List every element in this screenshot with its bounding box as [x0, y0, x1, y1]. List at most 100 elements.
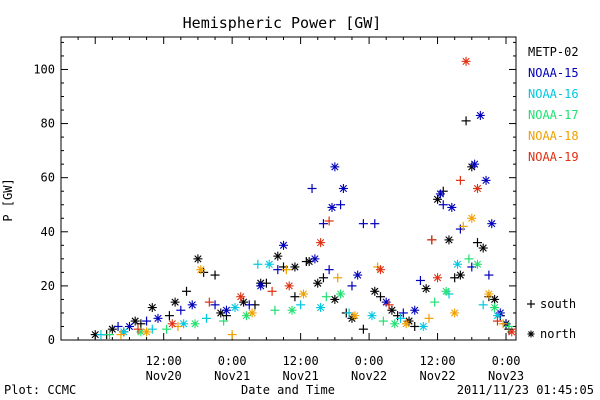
south-point — [270, 305, 280, 315]
north-point — [481, 175, 491, 185]
marker-legend-label: north — [540, 327, 576, 341]
north-point — [410, 305, 420, 315]
marker-legend-label: south — [540, 297, 576, 311]
north-point — [236, 292, 246, 302]
y-tick-label: 0 — [48, 333, 55, 347]
south-point — [267, 286, 277, 296]
north-point — [421, 284, 431, 294]
north-point — [478, 243, 488, 253]
north-point — [487, 219, 497, 229]
legend-entry: METP-02 — [528, 45, 579, 59]
south-point — [324, 265, 334, 275]
y-tick-label: 60 — [41, 171, 55, 185]
south-point — [244, 300, 254, 310]
south-point — [478, 300, 488, 310]
north-point — [313, 278, 323, 288]
north-point — [435, 189, 445, 199]
north-point — [490, 303, 500, 313]
south-point — [273, 265, 283, 275]
north-point — [418, 321, 428, 331]
north-point — [264, 259, 274, 269]
y-tick-label: 100 — [33, 62, 55, 76]
north-point — [107, 324, 117, 334]
north-point — [142, 327, 152, 337]
x-tick-label-time: 0:00 — [218, 354, 247, 368]
south-point — [210, 300, 220, 310]
south-point — [307, 184, 317, 193]
south-point — [318, 273, 328, 283]
south-point — [347, 281, 357, 291]
x-axis-label: Date and Time — [241, 383, 335, 397]
north-point — [367, 311, 377, 321]
north-point — [461, 56, 471, 66]
north-point — [484, 289, 494, 299]
south-point — [227, 330, 237, 340]
north-point — [230, 303, 240, 313]
north-point — [196, 265, 206, 275]
south-point — [219, 316, 229, 326]
south-point — [104, 330, 114, 340]
y-axis: 0 20 40 60 80 100 — [33, 41, 516, 347]
north-point — [316, 303, 326, 313]
south-point — [133, 324, 143, 334]
south-point — [424, 313, 434, 323]
x-tick-label-date: Nov22 — [351, 369, 387, 383]
north-point — [401, 319, 411, 329]
series-noaa-18 — [116, 213, 508, 340]
legend-entry: NOAA-15 — [528, 66, 579, 80]
y-tick-label: 20 — [41, 279, 55, 293]
series-noaa-19 — [133, 56, 517, 337]
south-point — [427, 235, 437, 245]
north-point — [490, 294, 500, 304]
legend-entry: NOAA-18 — [528, 129, 579, 143]
x-tick-label-time: 12:00 — [283, 354, 319, 368]
south-point — [375, 292, 385, 302]
x-tick-label-time: 0:00 — [355, 354, 384, 368]
south-point — [358, 219, 368, 229]
chart-title: Hemispheric Power [GW] — [183, 14, 382, 32]
plot-points — [90, 56, 517, 340]
north-point — [170, 297, 180, 307]
south-point — [182, 286, 192, 296]
series-noaa-17 — [104, 254, 514, 340]
north-point — [441, 286, 451, 296]
south-point — [204, 297, 214, 307]
north-point — [187, 300, 197, 310]
series-metp-02 — [90, 116, 514, 340]
south-point — [384, 300, 394, 310]
south-point — [415, 275, 425, 285]
south-point — [176, 305, 186, 315]
north-point — [447, 202, 457, 212]
series-noaa-16 — [96, 259, 502, 340]
north-point — [444, 235, 454, 245]
south-point — [378, 316, 388, 326]
south-point — [461, 116, 471, 126]
x-tick-label-date: Nov21 — [283, 369, 319, 383]
south-point — [336, 200, 346, 210]
series-noaa-15 — [113, 110, 511, 331]
south-point — [398, 308, 408, 318]
south-point — [370, 219, 380, 229]
north-point — [247, 308, 257, 318]
north-point — [450, 308, 460, 318]
north-point — [327, 202, 337, 212]
north-point — [287, 305, 297, 315]
north-point — [330, 162, 340, 172]
x-tick-label-time: 0:00 — [492, 354, 521, 368]
north-point — [316, 238, 326, 248]
north-point — [256, 281, 266, 291]
south-point — [395, 313, 405, 323]
north-point — [330, 294, 340, 304]
y-tick-label: 40 — [41, 225, 55, 239]
north-point — [124, 321, 134, 331]
north-point — [336, 289, 346, 299]
north-point — [350, 311, 360, 321]
south-point — [484, 270, 494, 280]
north-point — [375, 265, 385, 275]
north-point — [273, 251, 283, 261]
legend-entry: NOAA-19 — [528, 150, 579, 164]
south-point — [321, 292, 331, 302]
north-point — [453, 259, 463, 269]
footer-timestamp: 2011/11/23 01:45:05 — [457, 383, 594, 397]
